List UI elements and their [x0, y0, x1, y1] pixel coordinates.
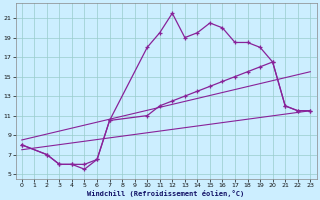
- X-axis label: Windchill (Refroidissement éolien,°C): Windchill (Refroidissement éolien,°C): [87, 190, 245, 197]
